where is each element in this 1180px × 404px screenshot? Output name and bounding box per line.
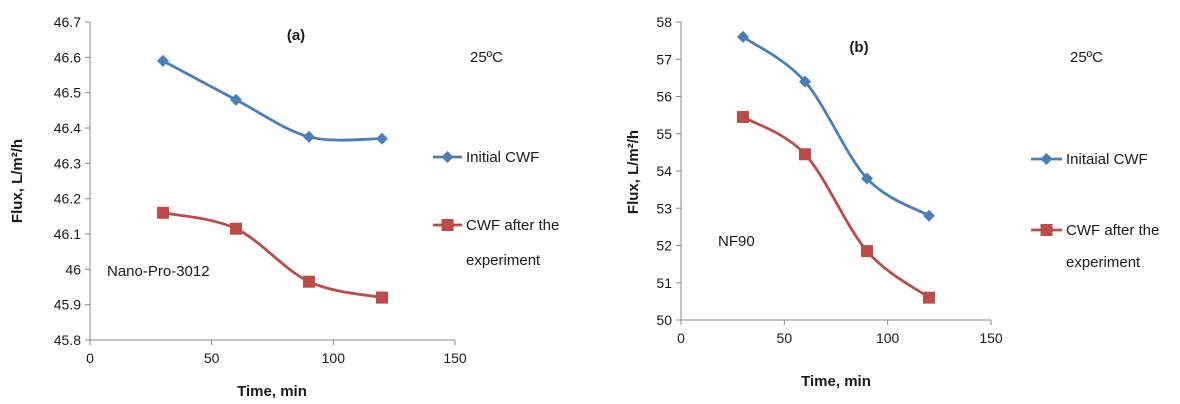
data-point	[303, 275, 315, 288]
legend-label: experiment	[466, 252, 541, 269]
x-tick-label: 0	[677, 330, 685, 346]
y-tick-label: 45.9	[54, 297, 81, 313]
data-point	[230, 222, 242, 235]
series-line	[162, 211, 383, 299]
x-tick-label: 150	[979, 330, 1003, 346]
data-point	[923, 209, 935, 222]
temperature-annotation: 25ºC	[470, 49, 503, 66]
legend-label: CWF after the	[1066, 222, 1159, 239]
membrane-annotation: Nano-Pro-3012	[107, 263, 210, 280]
legend-entry-initial: Initial CWF	[433, 149, 539, 166]
data-point	[157, 206, 169, 219]
data-point	[376, 291, 388, 304]
x-tick-label: 150	[443, 350, 467, 366]
y-tick-label: 46.2	[54, 191, 81, 207]
series-initial	[737, 30, 935, 222]
y-tick-label: 53	[656, 200, 672, 216]
data-point	[376, 132, 388, 145]
legend-entry-initial: Initaial CWF	[1031, 151, 1148, 168]
chart-panel-a: 45.8 45.9 46 46.1 46.2 46.3 46.4 46.5 46.6 46.7 0 5…	[9, 14, 559, 400]
legend-label: CWF after the	[466, 217, 559, 234]
data-point	[230, 93, 242, 106]
series-line	[162, 59, 383, 142]
series-after-experiment	[157, 206, 388, 304]
legend-label: Initaial CWF	[1066, 151, 1148, 168]
legend-entry-after-experiment: CWF after the experiment	[433, 217, 559, 269]
data-point	[737, 110, 749, 123]
y-axis-title: Flux, L/m²/h	[9, 139, 26, 223]
data-point	[737, 30, 749, 43]
data-point	[861, 172, 873, 185]
legend-label: Initial CWF	[466, 149, 539, 166]
x-tick-label: 100	[876, 330, 900, 346]
temperature-annotation: 25ºC	[1070, 49, 1103, 66]
y-tick-label: 46.3	[54, 155, 81, 171]
data-point	[861, 245, 873, 258]
y-tick-label: 55	[656, 126, 672, 142]
membrane-annotation: NF90	[718, 233, 755, 250]
y-tick-label: 57	[656, 51, 672, 67]
data-point	[799, 148, 811, 161]
legend-marker	[1040, 224, 1053, 236]
y-tick-label: 46.4	[54, 120, 81, 136]
y-tick-label: 46.6	[54, 49, 81, 65]
x-tick-label: 50	[204, 350, 220, 366]
y-tick-label: 45.8	[54, 332, 81, 348]
x-tick-label: 100	[322, 350, 346, 366]
chart-panel-b: 50 51 52 53 54 55 56 57 58 0 50 100 150 Time, min Flux…	[625, 14, 1159, 390]
y-tick-label: 56	[656, 89, 672, 105]
y-tick-label: 52	[656, 238, 672, 254]
legend-marker	[441, 151, 454, 163]
data-point	[303, 130, 315, 143]
legend-marker	[441, 219, 454, 231]
series-after-experiment	[737, 110, 935, 304]
x-axis-title: Time, min	[237, 383, 307, 400]
panel-label: (b)	[849, 39, 868, 56]
legend-marker	[1040, 153, 1053, 165]
y-tick-label: 51	[656, 275, 672, 291]
data-point	[799, 75, 811, 88]
x-axis-title: Time, min	[801, 373, 871, 390]
x-tick-label: 0	[86, 350, 94, 366]
series-initial	[157, 54, 388, 145]
series-line	[742, 35, 930, 217]
y-axis-title: Flux, L/m²/h	[625, 130, 642, 214]
panel-label: (a)	[287, 27, 305, 44]
y-tick-label: 58	[656, 14, 672, 30]
data-point	[157, 54, 169, 67]
data-point	[923, 291, 935, 304]
series-line	[742, 115, 930, 299]
legend-entry-after-experiment: CWF after the experiment	[1031, 222, 1159, 271]
y-tick-label: 46.1	[54, 226, 81, 242]
y-tick-label: 54	[656, 163, 672, 179]
legend-label: experiment	[1066, 254, 1141, 271]
y-tick-label: 46.5	[54, 85, 81, 101]
y-tick-label: 46.7	[54, 14, 81, 30]
y-tick-label: 46	[65, 261, 81, 277]
x-tick-label: 50	[777, 330, 793, 346]
y-tick-label: 50	[656, 312, 672, 328]
